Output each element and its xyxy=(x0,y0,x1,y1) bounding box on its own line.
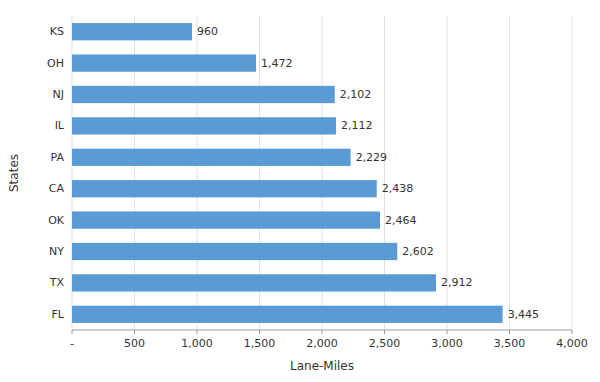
tick-mark xyxy=(197,330,198,334)
category-label: CA xyxy=(49,182,65,195)
chart-svg: - 500 1,000 1,500 2,000 2,500 3,000 3,500 4,000 3… xyxy=(0,0,600,382)
bar xyxy=(72,149,351,166)
x-axis-line xyxy=(72,330,572,331)
bars xyxy=(72,23,503,323)
tick-label: 3,500 xyxy=(494,337,526,350)
data-label: 2,229 xyxy=(356,151,388,164)
bar xyxy=(72,306,503,323)
bar xyxy=(72,117,336,134)
data-label: 2,602 xyxy=(402,245,434,258)
y-ticks: FL TX NY OK CA PA IL NJ OH KS xyxy=(47,25,65,321)
grid xyxy=(72,16,572,330)
bar xyxy=(72,243,397,260)
data-label: 960 xyxy=(197,25,218,38)
category-label: NY xyxy=(49,245,64,258)
tick-mark xyxy=(134,330,135,334)
tick-label: 2,500 xyxy=(369,337,401,350)
category-label: TX xyxy=(49,276,65,289)
bar xyxy=(72,86,335,103)
tick-mark xyxy=(384,330,385,334)
data-label: 3,445 xyxy=(508,308,540,321)
tick-mark xyxy=(447,330,448,334)
category-label: KS xyxy=(50,25,64,38)
data-label: 2,912 xyxy=(441,276,473,289)
data-label: 2,438 xyxy=(382,182,414,195)
grid-line xyxy=(572,16,573,330)
category-label: OK xyxy=(48,214,65,227)
tick-label: 1,500 xyxy=(244,337,276,350)
tick-mark xyxy=(509,330,510,334)
x-axis-title: Lane-Miles xyxy=(290,359,354,373)
tick-mark xyxy=(322,330,323,334)
category-label: FL xyxy=(52,308,65,321)
category-label: NJ xyxy=(53,88,64,101)
bar xyxy=(72,23,192,40)
tick-label: 500 xyxy=(124,337,145,350)
x-ticks: - 500 1,000 1,500 2,000 2,500 3,000 3,500 4,000 xyxy=(70,330,588,350)
bar xyxy=(72,54,256,71)
chart-container: - 500 1,000 1,500 2,000 2,500 3,000 3,500 4,000 3… xyxy=(0,0,600,382)
data-label: 1,472 xyxy=(261,57,293,70)
tick-label: 4,000 xyxy=(556,337,588,350)
tick-label: 3,000 xyxy=(431,337,463,350)
category-label: PA xyxy=(51,151,65,164)
tick-label: 2,000 xyxy=(306,337,338,350)
grid-line xyxy=(509,16,510,330)
y-axis-title: States xyxy=(7,154,21,192)
tick-mark xyxy=(572,330,573,334)
data-label: 2,112 xyxy=(341,119,373,132)
tick-label: - xyxy=(70,337,74,350)
bar xyxy=(72,274,436,291)
tick-label: 1,000 xyxy=(181,337,213,350)
bar xyxy=(72,180,377,197)
data-label: 2,464 xyxy=(385,214,417,227)
tick-mark xyxy=(259,330,260,334)
data-labels: 3,445 2,912 2,602 2,464 2,438 2,229 2,112 2,102… xyxy=(197,25,539,321)
category-label: IL xyxy=(55,119,65,132)
tick-mark xyxy=(72,330,73,334)
bar xyxy=(72,211,380,228)
category-label: OH xyxy=(47,57,64,70)
data-label: 2,102 xyxy=(340,88,372,101)
